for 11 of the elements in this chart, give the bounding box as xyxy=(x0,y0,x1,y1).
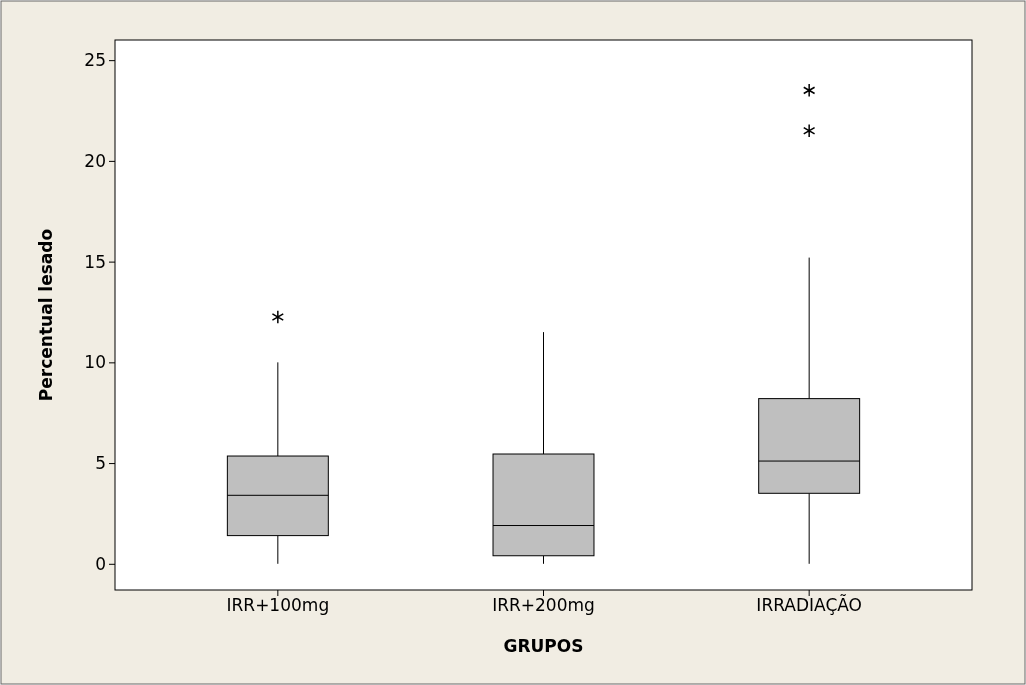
y-tick-label: 5 xyxy=(95,453,106,474)
y-tick-label: 20 xyxy=(84,150,106,171)
x-tick-label: IRRADIAÇÃO xyxy=(756,594,862,616)
x-tick-label: IRR+200mg xyxy=(492,595,595,616)
x-tick-label: IRR+100mg xyxy=(226,595,330,616)
y-axis-title: Percentual lesado xyxy=(36,228,56,402)
y-tick-label: 25 xyxy=(84,50,106,71)
y-tick-label: 10 xyxy=(84,352,106,373)
x-axis-title: GRUPOS xyxy=(503,636,584,656)
y-tick-label: 15 xyxy=(84,251,106,272)
y-tick-label: 0 xyxy=(95,553,106,574)
